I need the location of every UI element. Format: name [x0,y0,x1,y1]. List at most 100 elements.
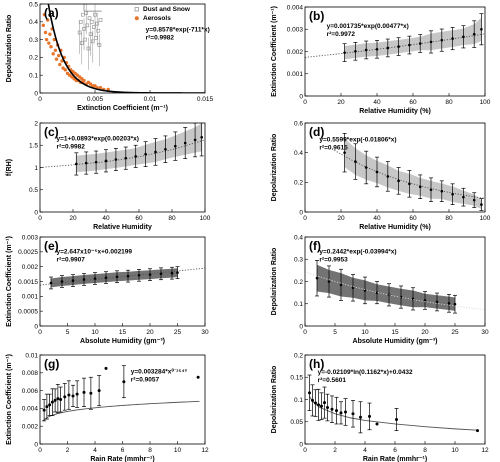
data-point [423,299,427,302]
data-point [418,185,422,189]
data-point-aerosols [42,12,47,17]
data-point-aerosols [58,62,62,67]
x-axis-label: Absolute Humidity (gm⁻³) [353,338,438,345]
x-tick-label: 0 [38,329,42,336]
x-tick-label: 10 [361,329,369,336]
x-tick-label: 60 [409,99,417,106]
data-point [472,32,476,36]
plot-area-c [40,123,205,176]
legend-marker-aerosols [134,16,139,21]
x-tick-label: 40 [373,99,381,106]
y-tick-label: 0.5 [29,187,38,194]
x-tick-label: 40 [102,215,110,222]
data-point-dust-snow [83,37,87,42]
y-tick-label: 0.6 [294,120,303,127]
data-point-dust-snow [81,12,85,17]
data-point [364,48,368,52]
y-tick-label: 1 [34,165,38,172]
y-tick-label: 0.004 [22,406,39,413]
data-point [320,404,323,408]
x-axis-label: Relative Humidity (%) [359,224,431,231]
x-tick-label: 0 [303,99,307,106]
y-tick-label: 0 [34,441,38,448]
y-tick-label: 0.002 [22,424,39,431]
y-tick-label: 0.1 [294,397,303,404]
data-point [60,280,64,283]
data-density-band [51,268,178,288]
data-point [124,156,128,160]
data-point [339,283,343,287]
x-tick-label: 10 [91,329,99,336]
x-tick-label: 4 [363,447,367,454]
plot-area-a [41,4,205,93]
data-point [435,300,439,304]
data-point [327,280,331,283]
y-tick-label: 0.05 [290,419,303,426]
data-point [75,162,78,166]
x-axis-label: Relative Humidity (%) [359,108,431,115]
data-point [451,37,454,40]
data-point [71,394,75,398]
y-axis-label: Depolarization Ratio [6,15,13,83]
data-point [323,401,326,405]
x-tick-label: 20 [337,99,345,106]
x-tick-label: 8 [423,447,427,454]
x-axis-label: Rain Rate (mmhr⁻¹) [90,456,154,462]
panel-label: (b) [309,9,324,23]
panel-h: 0 2 4 6 8 10 12 0 0.05 0.1 0.15 0.2 Rain Rate (mmhr⁻… [271,352,489,462]
data-density-band [344,17,482,60]
fit-r-squared: r²=0.9615 [319,144,348,151]
data-point [375,291,379,294]
y-tick-label: 0.004 [287,4,304,11]
y-tick-label: 0.0025 [18,249,38,256]
x-tick-label: 15 [119,329,127,336]
data-point [343,151,346,154]
data-point [453,302,457,306]
data-point-aerosols [52,37,56,42]
plot-area-f [305,260,485,314]
data-point [330,407,334,411]
y-tick-label: 0.0005 [18,308,38,315]
x-tick-label: 80 [168,215,176,222]
y-tick-label: 2 [34,120,38,127]
panel-b: 0 20 40 60 80 100 0 0.001 0.002 0.003 0.004 Relativ… [271,4,491,115]
data-point-dust-snow [78,19,83,24]
data-point [50,400,54,404]
data-point-aerosols [63,68,67,72]
data-point [93,277,97,280]
data-point [462,35,465,39]
plot-area-d [331,133,485,211]
x-axis-label: Relative Humidity [93,224,152,231]
legend-marker-dust-snow [134,7,139,12]
data-point-aerosols [82,78,86,83]
data-point [144,152,147,156]
data-point [174,144,177,148]
data-point [314,401,317,405]
data-point-aerosols [54,57,59,61]
data-point [63,395,67,399]
data-point-aerosols [57,53,61,58]
data-point [148,273,152,276]
y-tick-label: 0.2 [29,55,38,62]
x-tick-label: 80 [445,99,453,106]
data-point [375,47,379,51]
data-point-dust-snow [96,28,101,33]
x-axis-label: Rain Rate (mmhr⁻¹) [363,456,427,462]
x-tick-label: 0 [38,96,42,103]
y-tick-label: 0.2 [294,180,303,187]
y-tick-label: 0.008 [22,370,39,377]
data-point [317,403,320,407]
data-point [399,295,403,299]
data-point [408,182,411,186]
panel-e: 0 5 10 15 20 25 30 0 0.0005 0.001 0.0015 0.002 0.002… [6,234,209,345]
data-point [440,38,444,42]
x-tick-label: 25 [174,329,182,336]
y-tick-label: 0.1 [29,73,38,80]
data-density-band [344,138,482,210]
fit-r-squared: r²=0.9953 [319,257,348,264]
data-point [53,398,57,402]
data-point-aerosols [53,48,58,52]
data-point [84,161,88,165]
fit-equation: y=1+0.0893*exp(0.00203*x) [57,135,139,142]
